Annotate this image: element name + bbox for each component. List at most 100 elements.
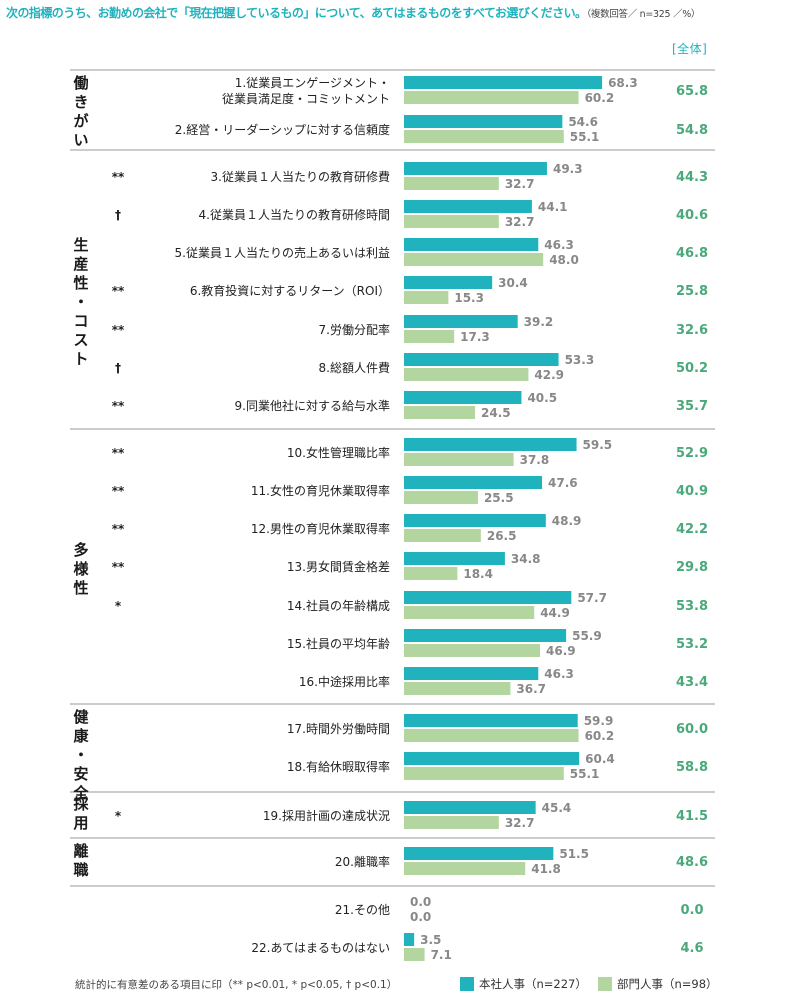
value-label-hq: 57.7 — [577, 591, 607, 605]
group-label-char: 用 — [73, 814, 89, 832]
value-label-hq: 46.3 — [544, 238, 574, 252]
value-label-total: 41.5 — [676, 809, 708, 824]
group-label-char: 康 — [73, 727, 89, 745]
bar-hq — [404, 276, 493, 289]
value-label-hq: 53.3 — [565, 353, 595, 367]
value-label-hq: 34.8 — [511, 552, 541, 566]
value-label-total: 44.3 — [676, 170, 708, 185]
value-label-hq: 55.9 — [572, 629, 602, 643]
value-label-hq: 0.0 — [410, 895, 431, 909]
value-label-total: 29.8 — [676, 560, 708, 575]
bar-hq — [404, 162, 547, 175]
significance-mark: † — [115, 208, 121, 222]
bar-hq — [404, 552, 505, 565]
value-label-total: 52.9 — [676, 446, 708, 461]
bar-dept — [404, 368, 529, 381]
value-label-hq: 46.3 — [544, 667, 574, 681]
total-column-header: [全体] — [672, 42, 708, 56]
significance-mark: ** — [112, 446, 125, 460]
category-label: 8.総額人件費 — [319, 360, 390, 375]
value-label-dept: 15.3 — [454, 291, 484, 305]
value-label-total: 60.0 — [676, 722, 708, 737]
category-label: 20.離職率 — [335, 854, 390, 869]
value-label-dept: 32.7 — [505, 215, 535, 229]
legend-dept: 部門人事（n=98） — [598, 976, 718, 992]
bar-hq — [404, 115, 563, 128]
value-label-hq: 3.5 — [420, 933, 441, 947]
category-label: 22.あてはまるものはない — [251, 941, 390, 955]
value-label-total: 25.8 — [676, 284, 708, 299]
value-label-total: 42.2 — [676, 522, 708, 537]
value-label-total: 0.0 — [680, 903, 703, 918]
value-label-total: 35.7 — [676, 399, 708, 414]
value-label-dept: 55.1 — [570, 130, 600, 144]
bar-dept — [404, 729, 579, 742]
value-label-dept: 26.5 — [487, 529, 517, 543]
value-label-dept: 60.2 — [585, 729, 615, 743]
value-label-hq: 39.2 — [524, 315, 554, 329]
bar-hq — [404, 76, 603, 89]
significance-mark: † — [115, 361, 121, 375]
group-label-char: 離 — [73, 842, 89, 860]
value-label-hq: 48.9 — [552, 514, 582, 528]
value-label-dept: 24.5 — [481, 406, 511, 420]
value-label-total: 65.8 — [676, 84, 708, 99]
significance-mark: * — [115, 809, 122, 823]
significance-mark: ** — [112, 522, 125, 536]
value-label-total: 48.6 — [676, 855, 708, 870]
value-label-total: 4.6 — [680, 941, 703, 956]
value-label-dept: 60.2 — [585, 91, 615, 105]
value-label-dept: 41.8 — [531, 862, 561, 876]
bar-dept — [404, 567, 458, 580]
bar-hq — [404, 752, 580, 765]
group-label-char: 産 — [73, 255, 89, 273]
value-label-dept: 7.1 — [431, 948, 452, 962]
bar-hq — [404, 238, 539, 251]
bar-hq — [404, 514, 546, 527]
category-label: 2.経営・リーダーシップに対する信頼度 — [175, 122, 390, 137]
value-label-total: 50.2 — [676, 361, 708, 376]
group-label-char: 生 — [73, 236, 89, 254]
value-label-total: 58.8 — [676, 760, 708, 775]
category-label: 21.その他 — [335, 903, 390, 917]
bar-dept — [404, 682, 511, 695]
group-label-char: 安 — [73, 765, 89, 783]
bar-dept — [404, 253, 544, 266]
group-label-char: ・ — [73, 746, 89, 764]
bar-dept — [404, 406, 476, 419]
group-label-char: 多 — [73, 541, 89, 559]
value-label-dept: 32.7 — [505, 177, 535, 191]
value-label-hq: 68.3 — [608, 76, 638, 90]
bar-hq — [404, 476, 543, 489]
chart-title: 次の指標のうち、お勤めの会社で「現在把握しているもの」について、あてはまるものを… — [6, 4, 790, 21]
bar-dept — [404, 291, 449, 304]
bar-hq — [404, 847, 554, 860]
bar-hq — [404, 315, 518, 328]
bar-hq — [404, 438, 577, 451]
bar-hq — [404, 714, 578, 727]
significance-mark: ** — [112, 284, 125, 298]
value-label-hq: 30.4 — [498, 276, 528, 290]
category-label: 6.教育投資に対するリターン（ROI） — [190, 283, 390, 298]
bar-dept — [404, 606, 535, 619]
legend-hq: 本社人事（n=227） — [460, 976, 587, 992]
group-label-char: コ — [73, 312, 89, 330]
value-label-hq: 54.6 — [568, 115, 598, 129]
value-label-total: 53.8 — [676, 599, 708, 614]
category-label: 14.社員の年齢構成 — [287, 598, 390, 613]
group-label-char: 職 — [73, 861, 89, 879]
significance-mark: ** — [112, 484, 125, 498]
category-label: 1.従業員エンゲージメント・ — [235, 76, 390, 90]
category-label: 9.同業他社に対する給与水準 — [235, 398, 390, 413]
group-label-char: 様 — [73, 560, 89, 578]
category-label: 13.男女間賃金格差 — [287, 559, 390, 574]
bar-dept — [404, 862, 526, 875]
value-label-dept: 46.9 — [546, 644, 576, 658]
significance-mark: ** — [112, 560, 125, 574]
value-label-dept: 44.9 — [540, 606, 570, 620]
bar-dept — [404, 453, 514, 466]
value-label-dept: 42.9 — [534, 368, 564, 382]
bar-dept — [404, 948, 425, 961]
bar-hq — [404, 353, 559, 366]
